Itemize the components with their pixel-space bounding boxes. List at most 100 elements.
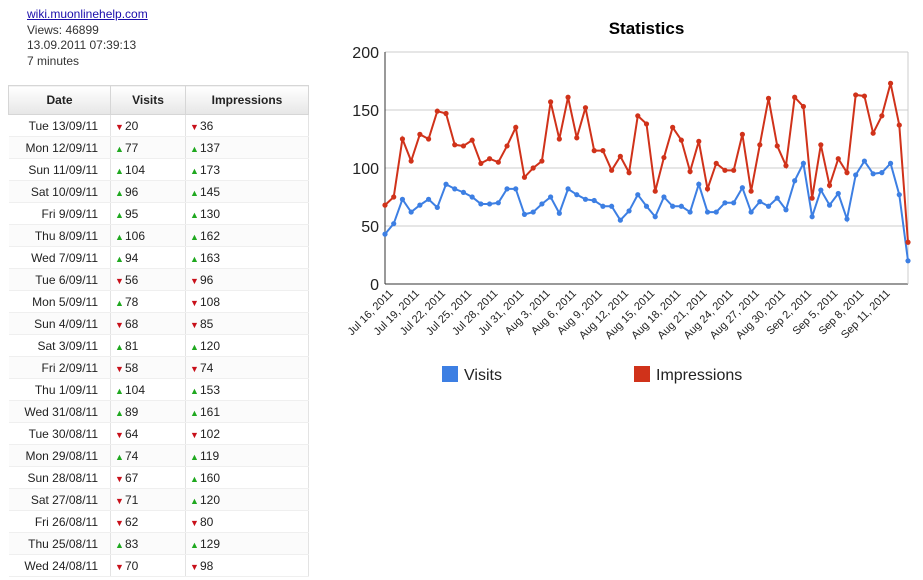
y-tick-label: 200 — [352, 45, 379, 62]
arrow-up-icon: ▲ — [115, 341, 124, 352]
legend-label-visits: Visits — [464, 367, 502, 384]
data-point-impressions — [556, 136, 562, 142]
row-visits-value: 95 — [125, 206, 139, 221]
data-point-visits — [391, 221, 397, 227]
table-row: Sat 3/09/11 ▲81 ▲120 — [8, 334, 309, 357]
row-visits-cell: ▼62 — [110, 510, 186, 533]
data-point-visits — [704, 209, 711, 215]
data-point-impressions — [678, 137, 684, 143]
row-visits-cell: ▼70 — [110, 554, 186, 577]
row-visits-cell: ▼71 — [110, 488, 186, 511]
site-info: wiki.muonlinehelp.com Views: 46899 13.09… — [27, 7, 148, 69]
arrow-up-icon: ▲ — [190, 539, 199, 550]
data-point-impressions — [504, 143, 510, 149]
row-impressions-value: 162 — [200, 228, 221, 243]
data-point-impressions — [539, 158, 545, 164]
data-point-visits — [887, 160, 894, 166]
arrow-down-icon: ▼ — [115, 429, 124, 440]
arrow-up-icon: ▲ — [190, 407, 199, 418]
row-visits-value: 96 — [125, 184, 139, 199]
row-date: Wed 7/09/11 — [8, 246, 111, 269]
row-visits-value: 78 — [125, 294, 139, 309]
column-header-date[interactable]: Date — [8, 85, 111, 115]
data-point-impressions — [469, 137, 475, 143]
arrow-up-icon: ▲ — [115, 143, 124, 154]
arrow-up-icon: ▲ — [190, 165, 199, 176]
row-visits-cell: ▼68 — [110, 312, 186, 335]
table-row: Sun 28/08/11 ▼67 ▲160 — [8, 466, 309, 489]
data-point-impressions — [783, 163, 789, 169]
data-point-visits — [643, 203, 650, 209]
arrow-up-icon: ▲ — [190, 341, 199, 352]
data-point-visits — [896, 192, 902, 198]
arrow-up-icon: ▲ — [115, 451, 124, 462]
data-point-impressions — [626, 170, 632, 176]
legend-swatch-impressions — [634, 366, 650, 382]
data-point-visits — [452, 186, 458, 192]
row-impressions-cell: ▼36 — [185, 114, 309, 137]
row-visits-value: 70 — [125, 558, 139, 573]
row-visits-value: 56 — [125, 272, 139, 287]
arrow-down-icon: ▼ — [115, 495, 124, 506]
table-row: Thu 1/09/11 ▲104 ▲153 — [8, 378, 309, 401]
arrow-up-icon: ▲ — [190, 253, 199, 264]
row-date: Tue 13/09/11 — [8, 114, 111, 137]
row-impressions-value: 36 — [200, 118, 214, 133]
row-date: Mon 12/09/11 — [8, 136, 111, 159]
row-impressions-value: 153 — [200, 382, 221, 397]
row-date: Sun 11/09/11 — [8, 158, 111, 181]
data-point-visits — [443, 181, 449, 187]
data-point-impressions — [687, 168, 693, 175]
data-point-visits — [879, 170, 885, 176]
series-line-impressions — [384, 83, 909, 243]
data-point-visits — [774, 195, 780, 201]
row-impressions-value: 74 — [200, 360, 214, 375]
row-visits-value: 68 — [125, 316, 139, 331]
table-row: Tue 6/09/11 ▼56 ▼96 — [8, 268, 309, 291]
column-header-impressions[interactable]: Impressions — [185, 85, 309, 115]
data-point-impressions — [565, 94, 571, 100]
row-visits-cell: ▲104 — [110, 158, 186, 181]
report-datetime: 13.09.2011 07:39:13 — [27, 38, 137, 52]
data-point-impressions — [548, 99, 554, 105]
data-point-visits — [731, 200, 737, 206]
data-point-visits — [652, 214, 658, 220]
data-point-visits — [504, 186, 510, 192]
views-count: Views: 46899 — [27, 22, 99, 37]
data-point-impressions — [617, 153, 623, 159]
row-date: Fri 26/08/11 — [8, 510, 111, 533]
data-point-visits — [687, 209, 693, 215]
arrow-down-icon: ▼ — [115, 473, 124, 484]
row-date: Mon 29/08/11 — [8, 444, 111, 467]
data-point-visits — [548, 194, 554, 200]
row-impressions-cell: ▲130 — [185, 202, 309, 225]
data-point-visits — [425, 196, 432, 202]
arrow-up-icon: ▲ — [190, 231, 199, 242]
row-visits-value: 89 — [125, 404, 139, 419]
data-point-visits — [617, 217, 623, 223]
data-point-impressions — [774, 143, 780, 149]
table-row: Sun 11/09/11 ▲104 ▲173 — [8, 158, 309, 181]
row-impressions-cell: ▼102 — [185, 422, 309, 445]
data-point-visits — [495, 200, 501, 206]
legend-swatch-visits — [442, 366, 458, 382]
row-impressions-value: 160 — [200, 470, 221, 485]
data-point-impressions — [826, 182, 833, 188]
data-point-visits — [513, 186, 519, 192]
data-point-impressions — [800, 103, 806, 110]
column-header-visits[interactable]: Visits — [110, 85, 186, 115]
table-row: Wed 31/08/11 ▲89 ▲161 — [8, 400, 309, 423]
arrow-up-icon: ▲ — [190, 209, 199, 220]
data-point-impressions — [792, 94, 798, 100]
data-point-impressions — [443, 110, 449, 117]
arrow-up-icon: ▲ — [115, 297, 124, 308]
data-point-visits — [800, 160, 806, 166]
arrow-up-icon: ▲ — [115, 209, 124, 220]
site-link[interactable]: wiki.muonlinehelp.com — [27, 7, 148, 21]
data-point-visits — [739, 185, 745, 191]
table-row: Thu 25/08/11 ▲83 ▲129 — [8, 532, 309, 555]
row-impressions-cell: ▲173 — [185, 158, 309, 181]
row-impressions-value: 98 — [200, 558, 214, 573]
table-header-row: Date Visits Impressions — [8, 85, 309, 115]
arrow-up-icon: ▲ — [190, 143, 199, 154]
